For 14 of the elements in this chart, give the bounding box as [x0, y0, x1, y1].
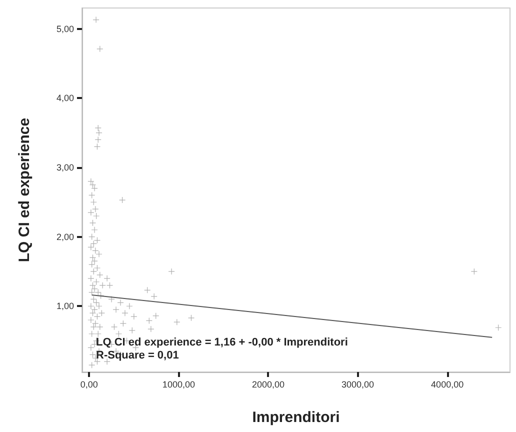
x-tick-label: 2000,00	[252, 380, 285, 390]
y-tick-label: 2,00	[56, 232, 74, 242]
annotation: LQ CI ed experience = 1,16 + -0,00 * Imprenditori	[96, 336, 348, 348]
y-tick-label: 5,00	[56, 24, 74, 34]
annotation: R-Square = 0,01	[96, 350, 179, 362]
x-tick-label: 3000,00	[342, 380, 374, 390]
x-tick-label: 4000,00	[431, 380, 464, 390]
y-axis-title: LQ CI ed experience	[16, 118, 33, 262]
x-tick-label: 0,00	[80, 380, 98, 390]
y-tick-label: 4,00	[56, 93, 74, 104]
x-tick-label: 1000,00	[162, 380, 195, 390]
y-tick-label: 1,00	[56, 301, 74, 312]
x-axis-title: Imprenditori	[252, 409, 340, 426]
y-tick-label: 3,00	[56, 162, 74, 172]
